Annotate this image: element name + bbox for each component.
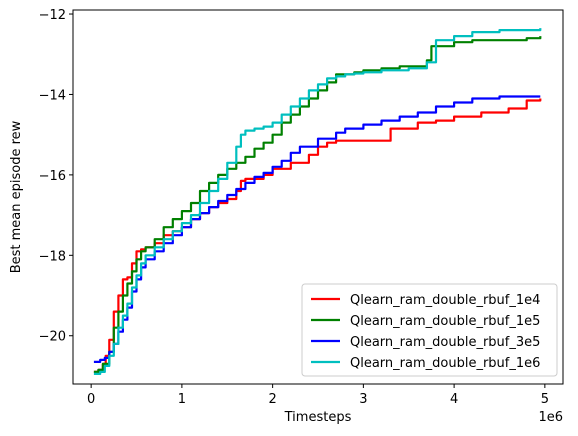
legend-entry: Qlearn_ram_double_rbuf_1e4 (350, 293, 540, 308)
x-tick-label: 0 (87, 392, 95, 407)
series-line-4 (93, 28, 542, 375)
plot-lines (93, 28, 542, 375)
x-tick-label: 1 (178, 392, 186, 407)
y-tick-label: −18 (39, 249, 66, 264)
y-axis-label: Best mean episode rew (9, 120, 24, 273)
series-line-2 (93, 36, 542, 373)
y-tick-label: −14 (39, 88, 66, 103)
y-axis: −20 −18 −16 −14 −12 (39, 8, 73, 345)
y-tick-label: −20 (39, 330, 66, 345)
legend: Qlearn_ram_double_rbuf_1e4 Qlearn_ram_dou… (301, 283, 558, 377)
y-tick-label: −12 (39, 8, 66, 23)
x-tick-label: 2 (268, 392, 276, 407)
x-axis-label: Timesteps (284, 410, 352, 425)
legend-entry: Qlearn_ram_double_rbuf_1e5 (350, 314, 540, 329)
x-tick-label: 3 (359, 392, 367, 407)
legend-box (301, 283, 558, 377)
legend-entry: Qlearn_ram_double_rbuf_1e6 (350, 356, 540, 371)
x-axis-offset-label: 1e6 (538, 410, 563, 425)
legend-entry: Qlearn_ram_double_rbuf_3e5 (350, 335, 540, 350)
y-tick-label: −16 (39, 169, 66, 184)
plot-frame (72, 9, 564, 385)
x-tick-label: 4 (450, 392, 458, 407)
x-axis: 0 1 2 3 4 5 (87, 384, 549, 407)
x-tick-label: 5 (541, 392, 549, 407)
